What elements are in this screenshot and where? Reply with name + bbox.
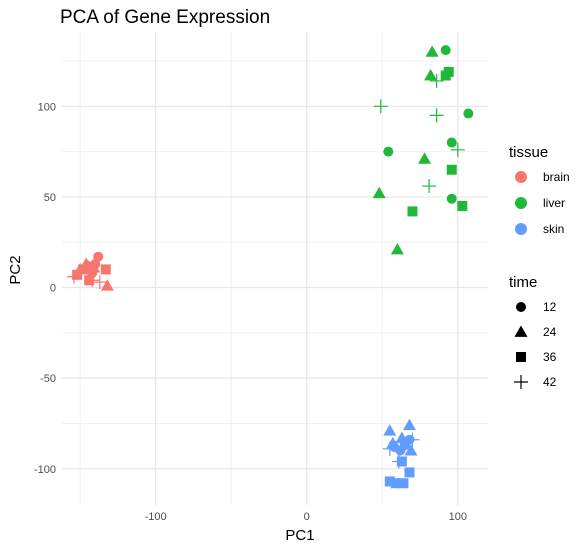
point-liver-24 xyxy=(390,242,404,255)
point-liver-12 xyxy=(446,137,457,148)
y-axis-title: PC2 xyxy=(7,255,24,284)
point-brain-42 xyxy=(67,269,82,284)
point-liver-36 xyxy=(440,70,451,81)
point-liver-24 xyxy=(418,152,432,164)
legend-key-liver xyxy=(515,197,527,209)
data-points xyxy=(67,45,474,489)
legend-label-time-36: 36 xyxy=(543,350,557,364)
x-tick-label: 100 xyxy=(449,511,467,523)
x-axis-title: PC1 xyxy=(285,527,314,544)
point-skin-36 xyxy=(390,478,401,489)
point-liver-12 xyxy=(446,193,457,204)
legend-label-time-24: 24 xyxy=(543,325,557,339)
point-liver-24 xyxy=(424,68,438,81)
point-liver-42 xyxy=(429,73,444,88)
point-brain-42 xyxy=(85,273,100,288)
legend-label-time-42: 42 xyxy=(543,375,557,389)
point-skin-36 xyxy=(384,476,395,487)
point-liver-12 xyxy=(383,146,394,157)
axes: -100 0 100 -100 -50 0 50 100 xyxy=(34,101,467,523)
point-brain-36 xyxy=(78,264,89,275)
legend-label-skin: skin xyxy=(543,222,564,236)
point-skin-36 xyxy=(404,467,415,478)
legend-label-time-12: 12 xyxy=(543,300,557,314)
legend-label-brain: brain xyxy=(543,170,570,184)
point-liver-36 xyxy=(457,200,468,211)
legend-label-liver: liver xyxy=(543,196,565,210)
x-tick-label: -100 xyxy=(145,511,167,523)
point-liver-42 xyxy=(422,179,437,194)
point-liver-36 xyxy=(446,164,457,175)
point-liver-12 xyxy=(440,45,451,56)
point-skin-42 xyxy=(391,454,406,469)
point-liver-12 xyxy=(463,108,474,119)
point-liver-42 xyxy=(429,108,444,123)
point-brain-36 xyxy=(72,269,83,280)
tissue-legend: tissue brain liver skin xyxy=(509,144,570,236)
point-skin-42 xyxy=(405,432,420,447)
point-skin-24 xyxy=(404,444,418,456)
legend-key-time-42 xyxy=(514,375,528,389)
time-legend: time 12 24 36 42 xyxy=(509,274,557,389)
point-skin-42 xyxy=(393,434,408,449)
y-tick-label: -50 xyxy=(40,373,56,385)
point-liver-42 xyxy=(450,142,465,157)
legend-key-time-12 xyxy=(516,302,526,312)
point-liver-24 xyxy=(425,45,439,57)
y-tick-label: 0 xyxy=(50,283,56,295)
point-skin-24 xyxy=(402,418,416,431)
y-tick-label: -100 xyxy=(34,464,56,476)
point-brain-24 xyxy=(87,261,101,273)
legend-key-brain xyxy=(515,171,527,183)
point-skin-24 xyxy=(395,431,409,443)
x-tick-label: 0 xyxy=(304,511,310,523)
point-liver-24 xyxy=(372,186,386,199)
chart-title: PCA of Gene Expression xyxy=(60,7,270,28)
legend-key-skin xyxy=(515,223,527,235)
point-brain-36 xyxy=(100,264,111,275)
legend-key-time-24 xyxy=(514,325,528,337)
point-skin-42 xyxy=(382,441,397,456)
y-tick-label: 50 xyxy=(44,192,56,204)
point-brain-42 xyxy=(92,275,107,290)
point-brain-24 xyxy=(100,279,114,291)
grid-lines xyxy=(62,32,488,505)
tissue-legend-title: tissue xyxy=(509,144,548,161)
time-legend-title: time xyxy=(509,274,537,291)
point-liver-42 xyxy=(373,99,388,114)
point-skin-36 xyxy=(398,478,409,489)
point-liver-36 xyxy=(407,206,418,217)
point-skin-24 xyxy=(383,424,397,436)
legend-key-time-36 xyxy=(516,352,526,362)
y-tick-label: 100 xyxy=(38,101,56,113)
